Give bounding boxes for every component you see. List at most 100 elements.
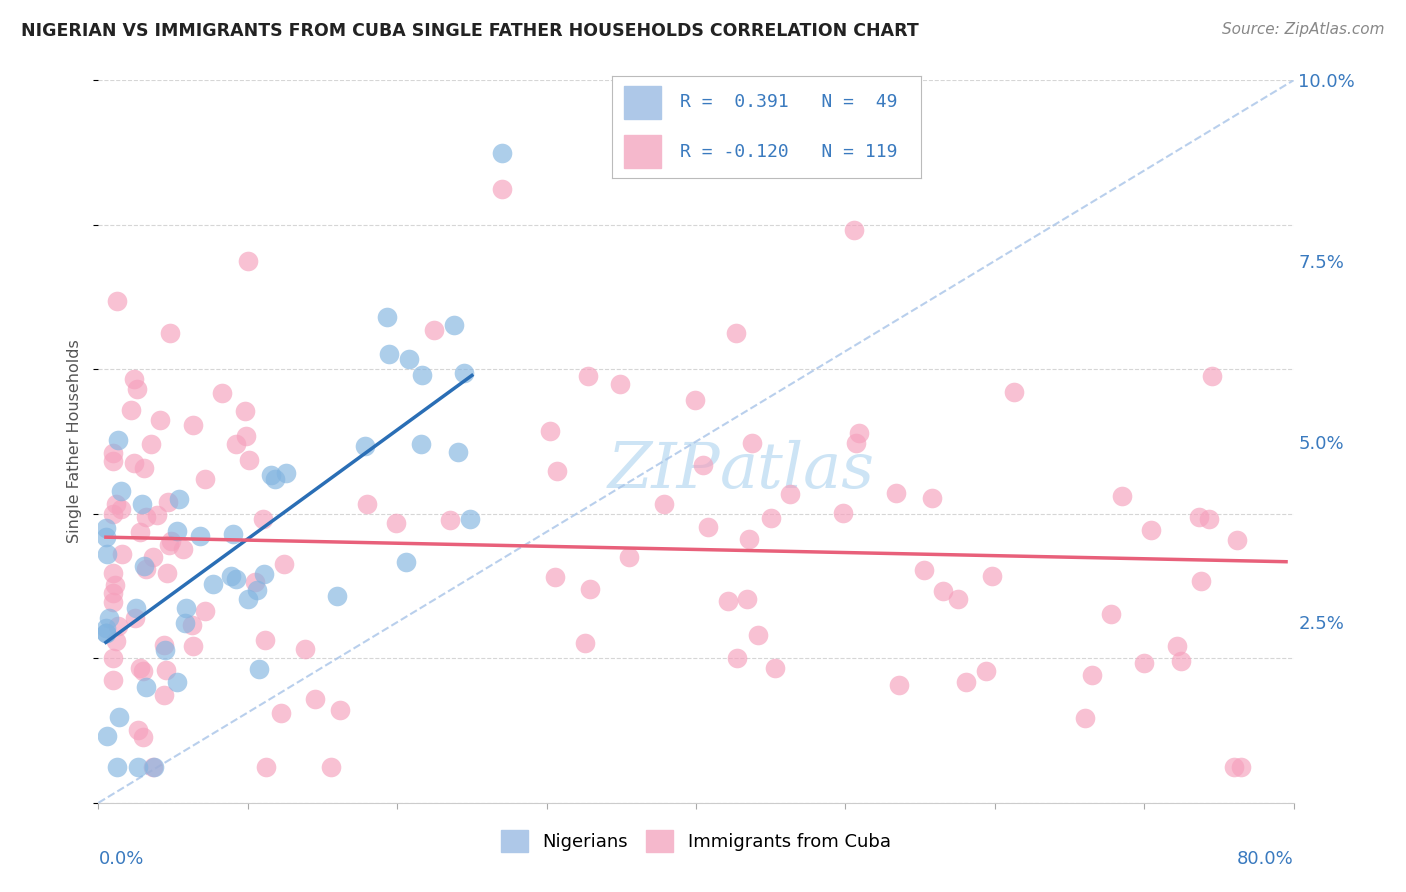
Point	[443, 318, 465, 332]
Text: NIGERIAN VS IMMIGRANTS FROM CUBA SINGLE FATHER HOUSEHOLDS CORRELATION CHART: NIGERIAN VS IMMIGRANTS FROM CUBA SINGLE …	[21, 22, 920, 40]
Text: R =  0.391   N =  49: R = 0.391 N = 49	[679, 94, 897, 112]
Point	[270, 706, 292, 720]
Point	[193, 604, 215, 618]
Point	[135, 562, 157, 576]
Point	[127, 723, 149, 738]
Point	[125, 600, 148, 615]
Point	[1170, 654, 1192, 668]
Point	[103, 651, 125, 665]
Point	[94, 625, 117, 640]
Point	[1188, 509, 1211, 524]
Point	[127, 760, 149, 774]
Point	[153, 643, 176, 657]
Point	[201, 577, 224, 591]
Point	[173, 616, 195, 631]
Point	[142, 760, 165, 774]
Point	[538, 425, 561, 439]
Point	[103, 446, 125, 460]
Point	[453, 366, 475, 380]
Point	[222, 527, 245, 541]
Point	[107, 434, 129, 448]
Point	[166, 524, 188, 538]
Point	[141, 550, 163, 565]
Point	[845, 436, 868, 450]
Point	[260, 467, 283, 482]
Point	[276, 466, 298, 480]
Point	[131, 497, 153, 511]
Point	[103, 454, 125, 468]
Point	[735, 592, 758, 607]
Point	[235, 429, 257, 443]
Point	[128, 661, 150, 675]
Point	[491, 145, 513, 160]
Point	[763, 661, 786, 675]
Point	[747, 628, 769, 642]
Point	[238, 452, 260, 467]
Point	[139, 436, 162, 450]
Point	[253, 632, 276, 647]
Point	[94, 621, 117, 635]
Point	[174, 601, 197, 615]
Point	[725, 326, 748, 340]
Point	[233, 404, 256, 418]
Point	[105, 760, 128, 774]
Point	[617, 549, 640, 564]
Point	[155, 566, 177, 580]
Point	[155, 663, 177, 677]
Point	[1201, 369, 1223, 384]
Point	[135, 680, 157, 694]
Point	[1198, 512, 1220, 526]
Point	[243, 575, 266, 590]
Point	[544, 569, 567, 583]
Point	[135, 509, 157, 524]
Point	[124, 610, 146, 624]
Text: 0.0%: 0.0%	[98, 850, 143, 868]
Point	[94, 626, 117, 640]
Point	[609, 376, 631, 391]
Point	[321, 760, 343, 774]
Point	[741, 435, 763, 450]
Point	[1222, 760, 1244, 774]
Point	[110, 547, 132, 561]
Point	[1226, 533, 1249, 547]
Point	[759, 511, 782, 525]
Point	[887, 678, 910, 692]
Text: Source: ZipAtlas.com: Source: ZipAtlas.com	[1222, 22, 1385, 37]
Point	[166, 674, 188, 689]
Point	[159, 326, 181, 340]
Legend: Nigerians, Immigrants from Cuba: Nigerians, Immigrants from Cuba	[494, 822, 898, 859]
Point	[848, 426, 870, 441]
Point	[354, 439, 377, 453]
Point	[423, 323, 446, 337]
Bar	[624, 136, 661, 168]
Point	[120, 402, 142, 417]
Point	[110, 484, 132, 499]
Point	[409, 437, 432, 451]
Point	[831, 506, 853, 520]
Point	[103, 595, 125, 609]
Point	[219, 569, 242, 583]
Point	[395, 555, 418, 569]
Point	[458, 512, 481, 526]
Point	[976, 665, 998, 679]
Point	[411, 368, 433, 382]
Point	[107, 619, 129, 633]
Point	[125, 382, 148, 396]
Point	[254, 760, 277, 774]
Point	[103, 673, 125, 687]
Point	[946, 592, 969, 607]
Point	[981, 569, 1004, 583]
Point	[326, 589, 349, 603]
Point	[692, 458, 714, 472]
Point	[97, 611, 120, 625]
Point	[779, 487, 801, 501]
Point	[131, 665, 153, 679]
Point	[104, 578, 127, 592]
Point	[153, 688, 176, 702]
Point	[225, 572, 247, 586]
Point	[304, 692, 326, 706]
Point	[439, 513, 461, 527]
Point	[1111, 489, 1133, 503]
Text: ZIP: ZIP	[607, 440, 720, 501]
Point	[447, 445, 470, 459]
